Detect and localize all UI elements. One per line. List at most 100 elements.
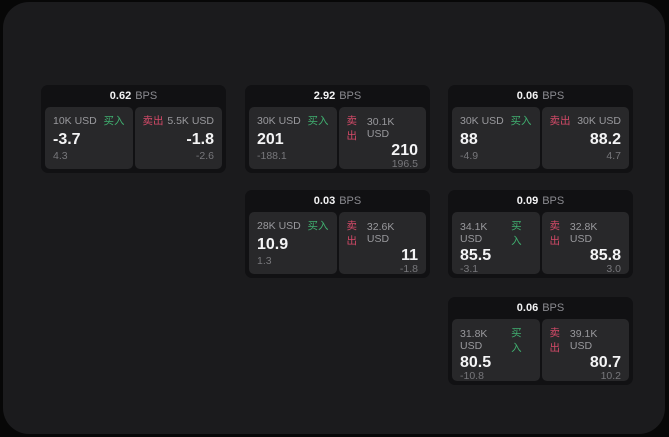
- sell-panel[interactable]: 卖出 30.1K USD 210 196.5: [338, 107, 426, 170]
- buy-notional: 28K USD: [257, 219, 301, 232]
- bps-value: 0.09: [516, 195, 539, 207]
- card-header: 0.09 BPS: [448, 190, 633, 212]
- bps-value: 0.62: [109, 90, 132, 102]
- sell-panel[interactable]: 卖出 5.5K USD -1.8 -2.6: [134, 107, 222, 169]
- sell-panel[interactable]: 卖出 39.1K USD 80.7 10.2: [541, 319, 629, 382]
- sell-panel[interactable]: 卖出 32.6K USD 11 -1.8: [338, 212, 426, 275]
- buy-tag: 买入: [103, 115, 125, 127]
- sell-panel-header: 卖出 30K USD: [550, 113, 622, 128]
- quote-card: 2.92 BPS 30K USD 买入 201 -188.1 卖出 30.1K …: [245, 85, 430, 173]
- sell-delta: -2.6: [195, 150, 214, 162]
- sell-tag: 卖出: [549, 220, 561, 247]
- card-header: 0.06 BPS: [448, 85, 633, 107]
- buy-notional: 31.8K USD: [460, 328, 488, 352]
- buy-tag: 买入: [307, 115, 329, 127]
- sell-delta: 196.5: [391, 158, 418, 170]
- sell-price: 11: [401, 247, 418, 264]
- bps-value: 0.06: [516, 90, 539, 102]
- buy-notional: 30K USD: [460, 114, 504, 127]
- buy-delta: -3.1: [460, 263, 479, 275]
- sell-notional: 5.5K USD: [167, 114, 214, 127]
- buy-tag: 买入: [510, 115, 532, 127]
- card-header: 2.92 BPS: [245, 85, 430, 107]
- card-body: 28K USD 买入 10.9 1.3 卖出 32.6K USD 11 -1.8: [245, 212, 430, 275]
- buy-tag: 买入: [511, 327, 522, 354]
- sell-price: 88.2: [589, 130, 621, 148]
- sell-panel[interactable]: 卖出 30K USD 88.2 4.7: [541, 107, 629, 169]
- buy-panel[interactable]: 31.8K USD 买入 80.5 -10.8: [452, 319, 540, 382]
- sell-price: 85.8: [589, 247, 621, 264]
- buy-price: 88: [460, 130, 478, 148]
- sell-notional: 39.1K USD: [569, 328, 598, 352]
- buy-panel-header: 10K USD 买入: [53, 113, 125, 128]
- sell-panel-header: 卖出 32.8K USD: [550, 218, 622, 248]
- sell-tag: 卖出: [549, 115, 571, 127]
- sell-notional: 30K USD: [577, 114, 621, 127]
- sell-price: 80.7: [589, 354, 621, 371]
- buy-panel[interactable]: 28K USD 买入 10.9 1.3: [249, 212, 337, 274]
- bps-unit: BPS: [135, 90, 158, 102]
- buy-delta: -10.8: [460, 370, 484, 382]
- sell-delta: -1.8: [399, 263, 418, 275]
- card-header: 0.03 BPS: [245, 190, 430, 212]
- bps-unit: BPS: [542, 90, 565, 102]
- bps-unit: BPS: [542, 302, 565, 314]
- card-body: 30K USD 买入 88 -4.9 卖出 30K USD 88.2 4.7: [448, 107, 633, 169]
- bps-unit: BPS: [339, 90, 362, 102]
- buy-price: 85.5: [460, 247, 492, 264]
- buy-notional: 34.1K USD: [460, 221, 488, 245]
- buy-panel-header: 30K USD 买入: [257, 113, 329, 128]
- buy-tag: 买入: [511, 220, 522, 247]
- card-body: 34.1K USD 买入 85.5 -3.1 卖出 32.8K USD 85.8…: [448, 212, 633, 275]
- buy-panel-header: 30K USD 买入: [460, 113, 532, 128]
- card-header: 0.62 BPS: [41, 85, 226, 107]
- sell-notional: 32.6K USD: [366, 221, 395, 245]
- sell-panel-header: 卖出 5.5K USD: [143, 113, 215, 128]
- buy-panel[interactable]: 30K USD 买入 201 -188.1: [249, 107, 337, 169]
- quote-card: 0.03 BPS 28K USD 买入 10.9 1.3 卖出 32.6K US…: [245, 190, 430, 278]
- sell-panel-header: 卖出 30.1K USD: [347, 113, 419, 143]
- sell-tag: 卖出: [142, 115, 164, 127]
- sell-panel-header: 卖出 39.1K USD: [550, 325, 622, 355]
- buy-panel[interactable]: 30K USD 买入 88 -4.9: [452, 107, 540, 169]
- sell-notional: 30.1K USD: [366, 116, 395, 140]
- buy-panel-header: 34.1K USD 买入: [460, 218, 532, 248]
- sell-delta: 4.7: [606, 150, 621, 162]
- card-header: 0.06 BPS: [448, 297, 633, 319]
- bps-value: 0.03: [313, 195, 336, 207]
- quote-card: 0.09 BPS 34.1K USD 买入 85.5 -3.1 卖出 32.8K…: [448, 190, 633, 278]
- sell-delta: 10.2: [600, 370, 621, 382]
- buy-delta: -4.9: [460, 150, 479, 162]
- sell-notional: 32.8K USD: [569, 221, 598, 245]
- buy-tag: 买入: [307, 220, 329, 232]
- bps-value: 2.92: [313, 90, 336, 102]
- buy-price: 10.9: [257, 235, 289, 253]
- sell-price: -1.8: [186, 130, 214, 148]
- card-body: 30K USD 买入 201 -188.1 卖出 30.1K USD 210 1…: [245, 107, 430, 170]
- sell-panel[interactable]: 卖出 32.8K USD 85.8 3.0: [541, 212, 629, 275]
- bps-value: 0.06: [516, 302, 539, 314]
- sell-panel-header: 卖出 32.6K USD: [347, 218, 419, 248]
- buy-delta: 4.3: [53, 150, 68, 162]
- quote-card: 0.62 BPS 10K USD 买入 -3.7 4.3 卖出 5.5K USD: [41, 85, 226, 173]
- quote-card: 0.06 BPS 30K USD 买入 88 -4.9 卖出 30K USD: [448, 85, 633, 173]
- bps-unit: BPS: [542, 195, 565, 207]
- card-body: 31.8K USD 买入 80.5 -10.8 卖出 39.1K USD 80.…: [448, 319, 633, 382]
- sell-tag: 卖出: [346, 220, 358, 247]
- buy-price: 80.5: [460, 354, 492, 371]
- buy-notional: 10K USD: [53, 114, 97, 127]
- dashboard-panel: 0.62 BPS 10K USD 买入 -3.7 4.3 卖出 5.5K USD: [3, 2, 665, 434]
- buy-panel[interactable]: 34.1K USD 买入 85.5 -3.1: [452, 212, 540, 275]
- buy-notional: 30K USD: [257, 114, 301, 127]
- buy-panel-header: 31.8K USD 买入: [460, 325, 532, 355]
- sell-tag: 卖出: [346, 115, 358, 142]
- buy-panel-header: 28K USD 买入: [257, 218, 329, 233]
- buy-delta: -188.1: [257, 150, 287, 162]
- buy-price: 201: [257, 130, 284, 148]
- buy-panel[interactable]: 10K USD 买入 -3.7 4.3: [45, 107, 133, 169]
- sell-tag: 卖出: [549, 327, 561, 354]
- buy-delta: 1.3: [257, 255, 272, 267]
- quote-card: 0.06 BPS 31.8K USD 买入 80.5 -10.8 卖出 39.1…: [448, 297, 633, 385]
- sell-price: 210: [391, 142, 418, 159]
